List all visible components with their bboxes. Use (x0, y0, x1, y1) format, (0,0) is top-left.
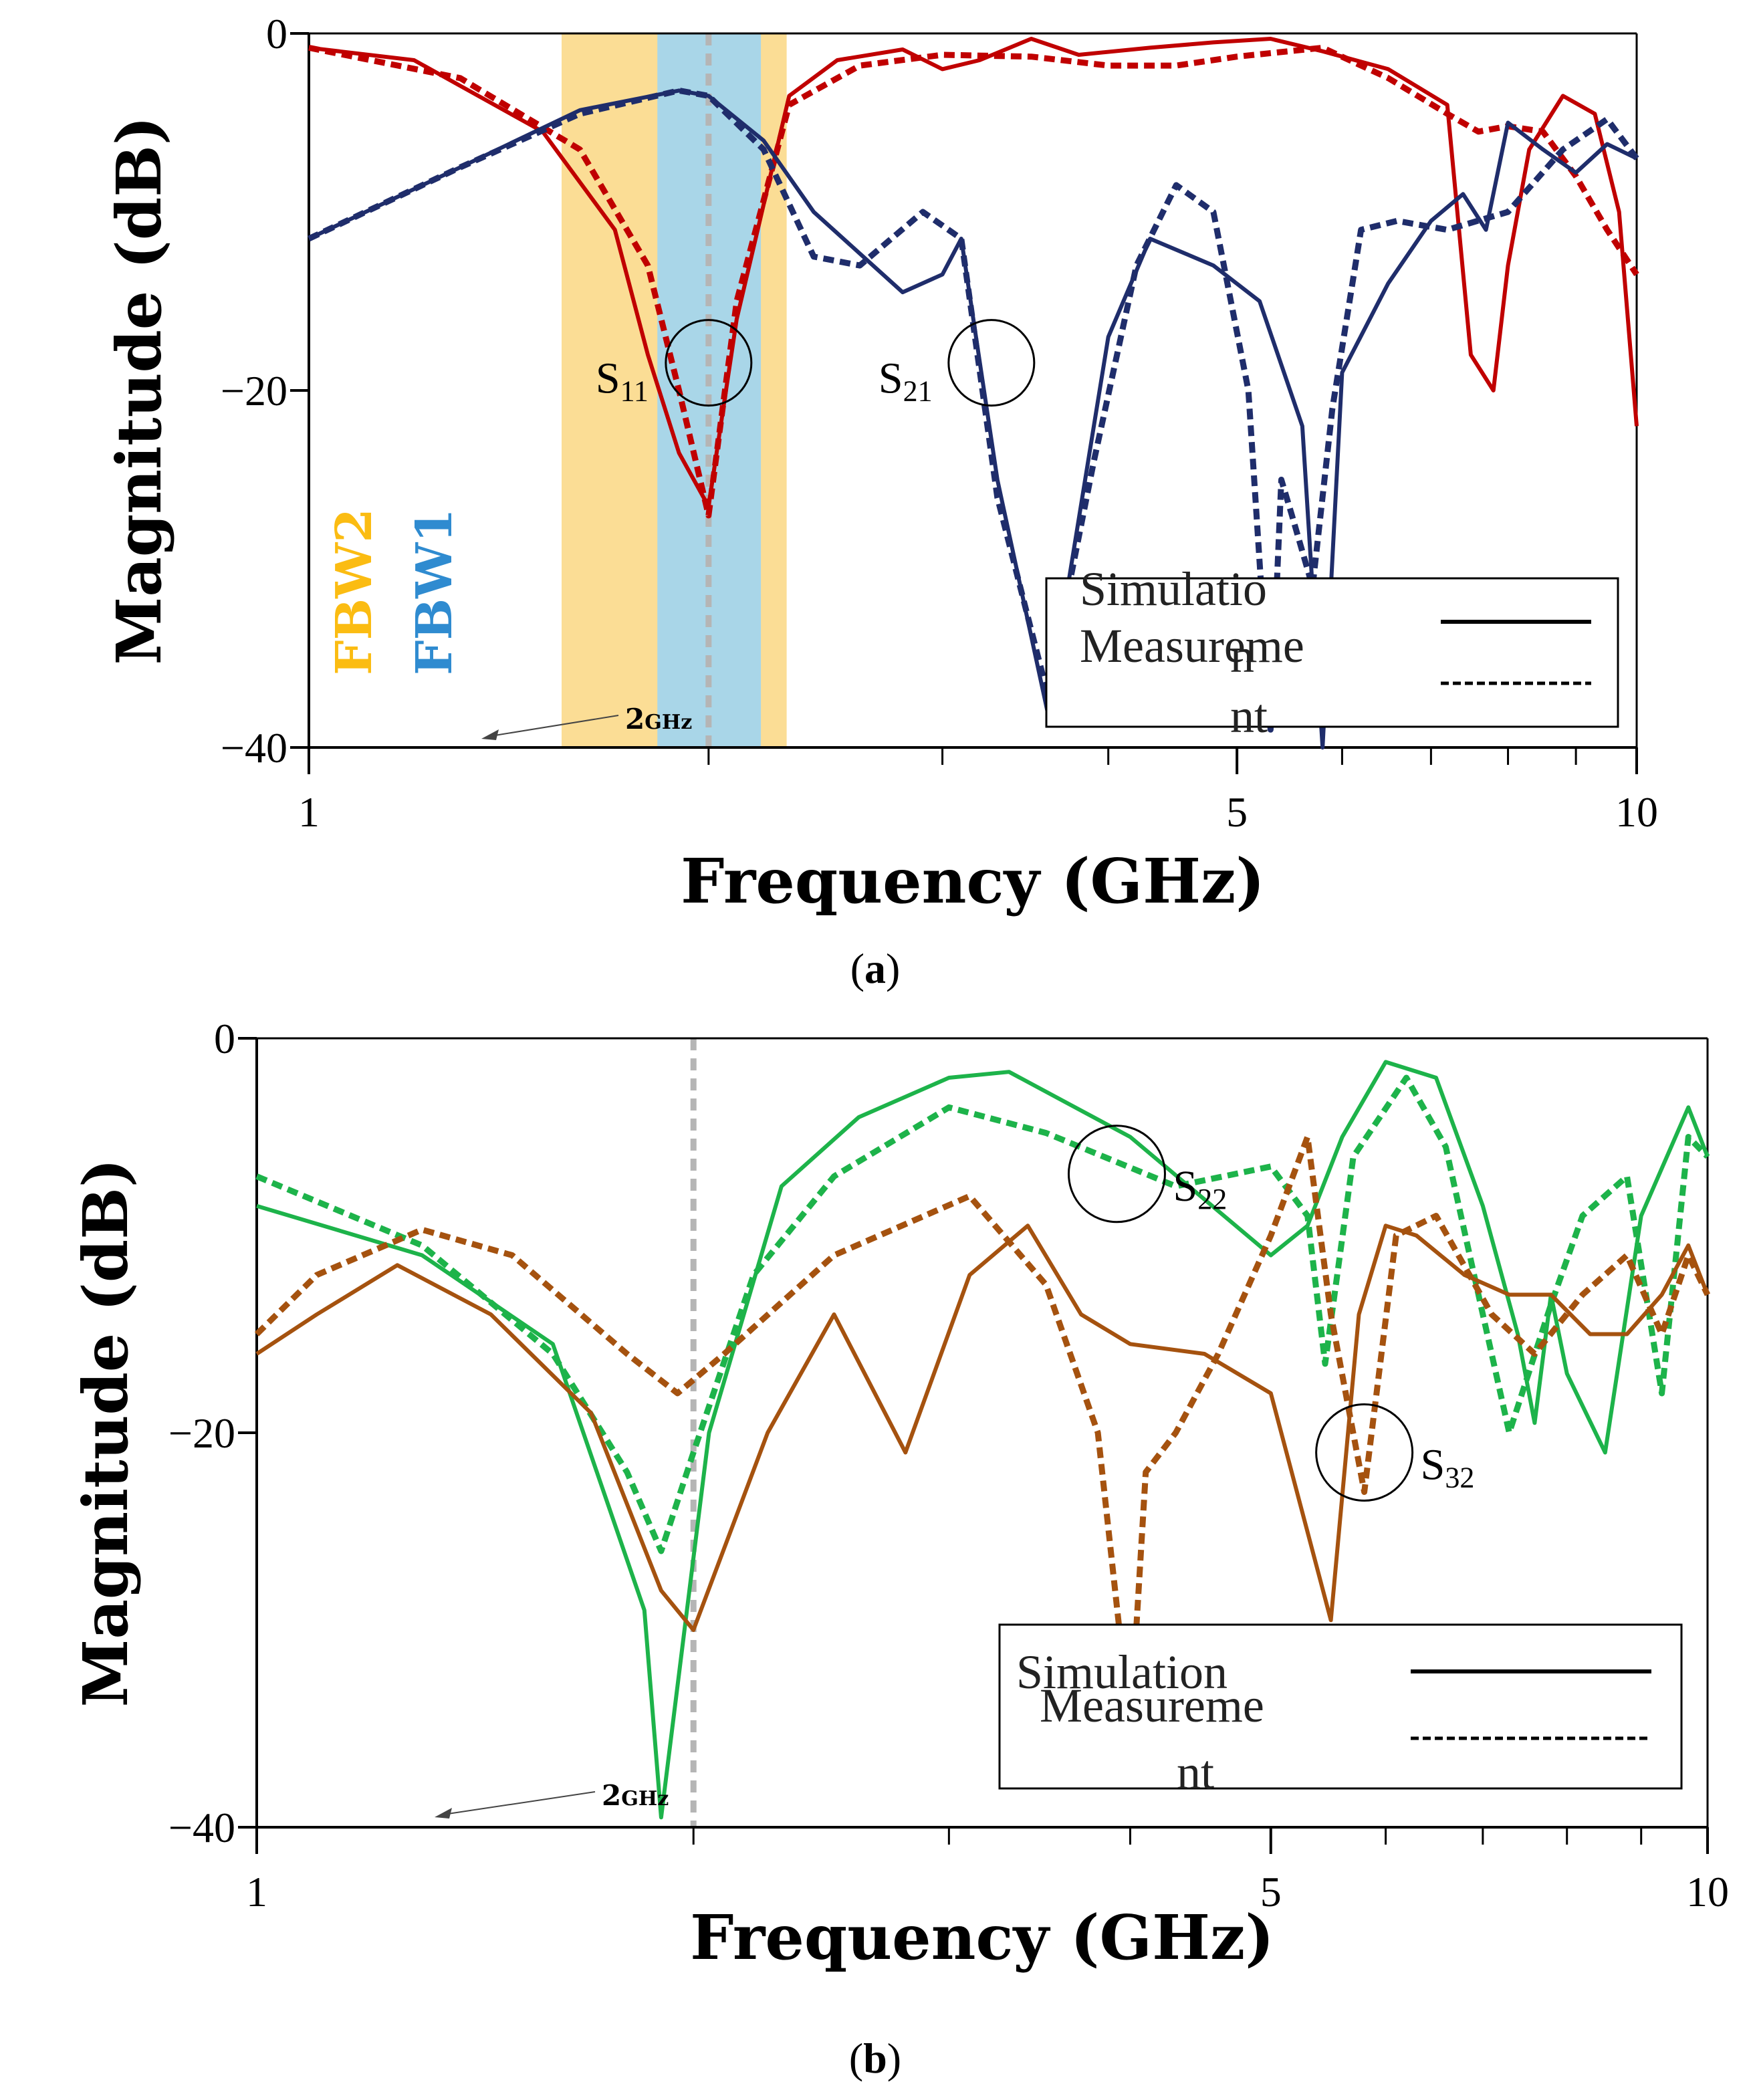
annotation-main: S (1421, 1441, 1445, 1490)
ghz-value: 2 (602, 1779, 621, 1812)
series-s21-measurement (308, 87, 1639, 733)
x-axis-title: Frequency (GHz) (681, 845, 1265, 917)
y-tick-label: 0 (266, 10, 287, 57)
series-s32-measurement (254, 1134, 1711, 1732)
ghz-arrow-head (435, 1808, 452, 1819)
x-tick-label: 5 (1226, 788, 1248, 836)
x-tick-label: 5 (1260, 1868, 1282, 1915)
legend-label-1-wrap: nt (1230, 689, 1268, 743)
ghz-value: 2 (625, 703, 645, 735)
band-label-fbw1: FBW1 (406, 508, 463, 675)
y-axis-title: Magnitude (dB) (70, 1158, 142, 1707)
caption-open: ( (850, 945, 864, 992)
ghz-unit: GHz (621, 1787, 669, 1811)
x-tick-label: 1 (246, 1868, 267, 1915)
legend-label-1: Measureme (1080, 619, 1304, 673)
legend-box (998, 1623, 1683, 1790)
annotation-circle (1315, 1403, 1414, 1502)
legend-label-0: Simulatio (1080, 562, 1267, 616)
y-tick-label: −20 (221, 367, 287, 415)
legend-label-1: Measureme (1040, 1679, 1264, 1732)
annotation-sub: 32 (1445, 1462, 1474, 1494)
y-tick-label: −40 (168, 1804, 235, 1851)
y-tick-label: −40 (221, 724, 287, 772)
x-tick-label: 10 (1686, 1868, 1729, 1915)
panel-caption: (a) (850, 945, 901, 992)
annotation-sub: 22 (1197, 1183, 1227, 1215)
annotation-circle (665, 319, 753, 407)
y-tick-label: −20 (168, 1409, 235, 1457)
x-axis-title: Frequency (GHz) (690, 1901, 1274, 1974)
annotation-circle (1067, 1125, 1166, 1223)
legend-label-1-wrap: nt (1177, 1746, 1214, 1799)
ghz-unit: GHz (645, 711, 692, 734)
annotation-label: S21 (879, 354, 933, 408)
legend-label-0-wrap: n (1230, 629, 1254, 683)
annotation-sub: 11 (620, 375, 649, 408)
series-s22-simulation (256, 1060, 1710, 1820)
panel-caption: (b) (849, 2034, 901, 2082)
series-s22-measurement (255, 1074, 1710, 1554)
annotation-label: S22 (1173, 1162, 1227, 1215)
chart-panel-b: 0−20−401 5 10S22S322GHzSimulationMeasureme… (70, 1015, 1729, 2082)
legend-box (1045, 577, 1619, 728)
legend-label-0: Simulation (1016, 1645, 1228, 1699)
ghz-label: 2GHz (625, 703, 692, 735)
annotation-sub: 21 (903, 375, 933, 408)
caption-close: ) (887, 2034, 901, 2082)
annotation-main: S (1173, 1162, 1197, 1211)
caption-close: ) (886, 945, 900, 992)
caption-letter: b (863, 2034, 887, 2082)
ghz-label: 2GHz (602, 1779, 669, 1812)
y-tick-label: 0 (214, 1015, 235, 1062)
annotation-label: S11 (596, 354, 649, 408)
ghz-arrow-head (481, 729, 499, 740)
band-label-fbw2: FBW2 (326, 508, 383, 675)
ghz-arrow-shaft (447, 1791, 596, 1815)
band-fbw1 (657, 33, 762, 747)
annotation-circle (947, 319, 1036, 407)
caption-open: ( (849, 2034, 863, 2082)
annotation-main: S (879, 354, 903, 403)
ghz-arrow-shaft (494, 715, 619, 736)
caption-letter: a (864, 945, 886, 992)
x-tick-label: 10 (1615, 788, 1658, 836)
series-s11-simulation (308, 37, 1639, 509)
series-s21-simulation (308, 88, 1638, 749)
annotation-main: S (596, 354, 620, 403)
y-axis-title: Magnitude (dB) (103, 116, 175, 665)
series-s11-measurement (308, 44, 1639, 519)
annotation-label: S32 (1421, 1441, 1475, 1494)
x-tick-label: 1 (298, 788, 320, 836)
series-s32-simulation (255, 1223, 1710, 1632)
